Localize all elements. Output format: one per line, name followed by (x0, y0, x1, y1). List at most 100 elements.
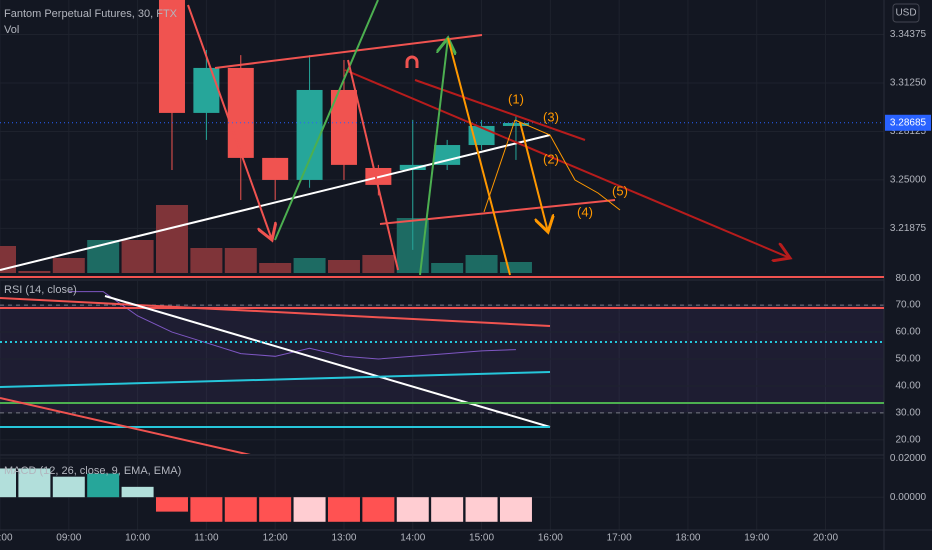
rsi-line (68, 291, 516, 360)
x-tick-label: 11:00 (194, 533, 219, 544)
candle-body (434, 145, 461, 165)
candle-body (193, 67, 220, 113)
x-tick-label: 08:00 (0, 533, 13, 544)
x-tick-label: 15:00 (469, 533, 494, 544)
volume-bar (18, 271, 51, 273)
x-tick-label: 20:00 (813, 533, 838, 544)
wave-label: (1) (508, 91, 524, 106)
macd-bar (465, 497, 498, 522)
macd-bar (293, 497, 326, 522)
x-tick-label: 16:00 (538, 533, 563, 544)
candle-body (330, 89, 357, 165)
main-pane (0, 0, 884, 273)
y-tick-label: 20.00 (895, 435, 920, 446)
x-tick-label: 14:00 (400, 533, 425, 544)
wave-line (483, 119, 516, 213)
wave-label: (5) (612, 183, 628, 198)
y-tick-label: 70.00 (895, 300, 920, 311)
volume-bar (121, 240, 154, 273)
trend-line (0, 297, 551, 327)
currency-box[interactable] (892, 3, 920, 23)
volume-bar (293, 258, 326, 273)
volume-bar (224, 248, 257, 273)
trend-line (0, 397, 251, 454)
arrow (274, 0, 379, 241)
x-tick-label: 17:00 (607, 533, 632, 544)
chart-title: Fantom Perpetual Futures, 30, FTX (4, 8, 178, 20)
candle-body (262, 157, 289, 180)
rsi-drawings (0, 295, 884, 454)
macd-bar (87, 473, 120, 498)
y-tick-label: 50.00 (895, 354, 920, 365)
arrow (187, 4, 272, 240)
x-tick-label: 12:00 (263, 533, 288, 544)
macd-bar (362, 497, 395, 522)
volume-bar (190, 248, 223, 273)
macd-bar (327, 497, 360, 522)
candle-body (399, 164, 426, 171)
macd-title: MACD (12, 26, close, 9, EMA, EMA) (4, 465, 181, 477)
y-tick-label: 0.00000 (890, 492, 927, 503)
y-tick-label: 80.00 (895, 273, 920, 284)
rsi-title: RSI (14, close) (4, 284, 77, 296)
y-tick-label: 0.02000 (890, 453, 927, 464)
wave-label: (3) (543, 109, 559, 124)
volume-bar (431, 263, 464, 273)
macd-bar (396, 497, 429, 522)
y-tick-label: 3.25000 (890, 175, 927, 186)
trend-line (0, 371, 551, 388)
x-tick-label: 13:00 (331, 533, 356, 544)
candle-body (227, 67, 254, 158)
macd-bar (431, 497, 464, 522)
x-tick-label: 19:00 (744, 533, 769, 544)
trend-line (104, 295, 551, 428)
arrow (447, 37, 511, 276)
y-tick-label: 30.00 (895, 408, 920, 419)
x-tick-label: 09:00 (56, 533, 81, 544)
magnet-icon (405, 55, 419, 68)
macd-bar (259, 497, 292, 522)
macd-bar (499, 497, 532, 522)
volume-bar (465, 255, 498, 273)
y-tick-label: 40.00 (895, 381, 920, 392)
volume-bar (259, 263, 292, 273)
arrow (519, 121, 548, 232)
y-tick-label: 3.34375 (890, 29, 927, 40)
candle-body (158, 0, 185, 113)
y-tick-label: 3.31250 (890, 78, 927, 89)
volume-bar (362, 255, 395, 273)
macd-bar (121, 486, 154, 498)
last-price-label: 3.28685 (890, 117, 927, 128)
volume-bar (327, 260, 360, 273)
last-price-tag (885, 114, 931, 131)
wave-label: (4) (577, 204, 593, 219)
arrow (347, 59, 399, 271)
volume-bar (155, 205, 188, 273)
arrow (414, 79, 586, 141)
macd-bar (224, 497, 257, 522)
macd-bar (190, 497, 223, 522)
candle-body (502, 123, 529, 126)
macd-pane (0, 456, 884, 530)
channel-line (379, 199, 616, 225)
wave-line (514, 119, 621, 211)
volume-label: Vol (4, 24, 19, 36)
wave-label: (2) (543, 151, 559, 166)
arrow (344, 69, 790, 258)
macd-bar (155, 497, 188, 512)
volume-bar (499, 262, 532, 273)
macd-bar (18, 468, 51, 498)
volume-bar (52, 258, 85, 273)
arrow (419, 38, 448, 276)
x-tick-label: 18:00 (675, 533, 700, 544)
y-tick-label: 3.21875 (890, 223, 927, 234)
currency-label[interactable]: USD (895, 8, 916, 19)
macd-bar (0, 468, 16, 498)
y-tick-label: 3.28125 (890, 126, 927, 137)
x-tick-label: 10:00 (125, 533, 150, 544)
drawings (0, 0, 884, 278)
macd-bar (52, 476, 85, 498)
candle-body (296, 89, 323, 180)
